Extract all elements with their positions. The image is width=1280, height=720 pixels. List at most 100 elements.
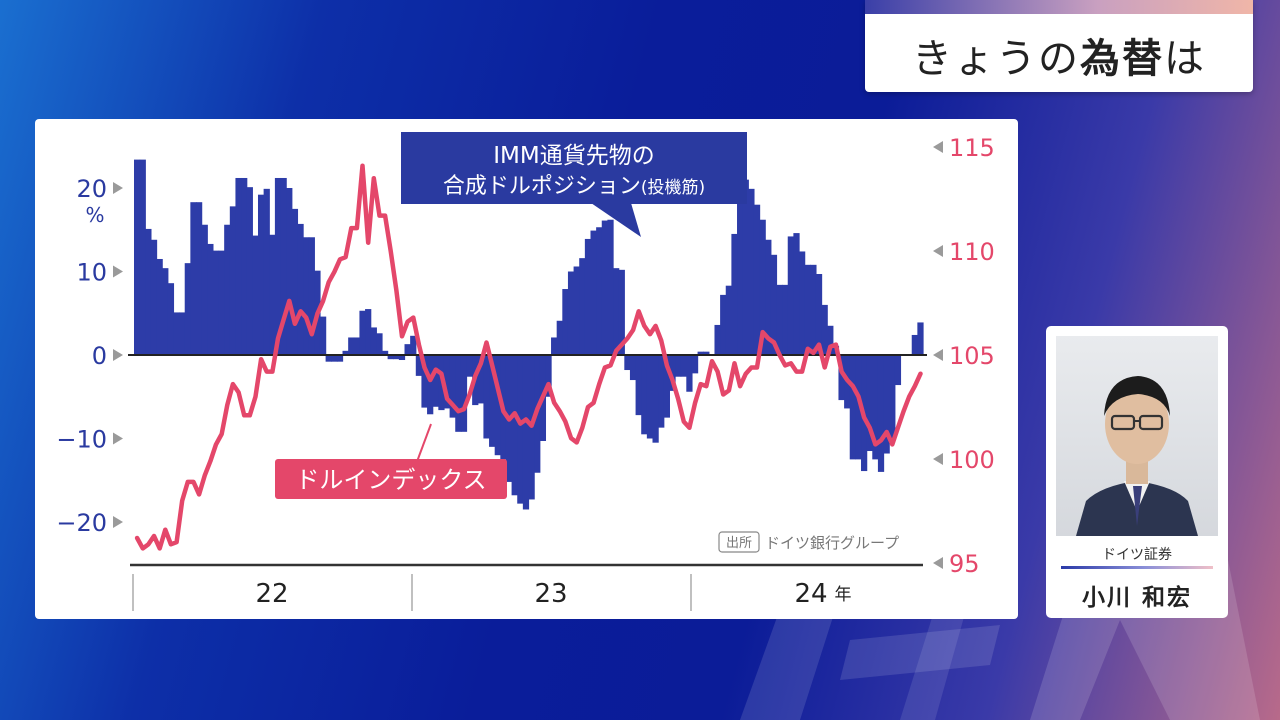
right-tick-marker bbox=[933, 557, 943, 569]
position-bar bbox=[658, 355, 665, 428]
right-tick-marker bbox=[933, 349, 943, 361]
position-bar bbox=[827, 325, 834, 355]
left-tick-marker bbox=[113, 265, 123, 278]
position-bar bbox=[635, 355, 642, 416]
position-bar bbox=[303, 237, 310, 355]
position-bar bbox=[348, 337, 355, 355]
position-bar bbox=[167, 283, 175, 355]
position-bar bbox=[201, 224, 208, 355]
position-bar bbox=[669, 355, 676, 391]
position-bar bbox=[782, 284, 789, 355]
left-axis: 20 10 0 −10 −20 bbox=[56, 175, 123, 537]
position-bar bbox=[410, 335, 417, 355]
position-bar bbox=[545, 355, 552, 397]
position-bar bbox=[567, 271, 575, 355]
position-bar bbox=[319, 316, 327, 355]
position-bar bbox=[911, 334, 918, 355]
position-bar bbox=[190, 202, 197, 355]
chart-card: 20 10 0 −10 −20 115 110 105 100 95 % 22 23 24 年 … bbox=[35, 119, 1018, 619]
x-label-22: 22 bbox=[255, 579, 288, 609]
imm-callout-pointer bbox=[591, 203, 641, 237]
imm-callout: IMM通貨先物の 合成ドルポジション(投機筋) bbox=[401, 132, 747, 237]
source-badge-box bbox=[718, 531, 760, 553]
position-bar bbox=[184, 263, 191, 355]
source-text: ドイツ銀行グループ bbox=[765, 534, 899, 552]
position-bar bbox=[725, 285, 732, 355]
title-part-1: きょうの bbox=[912, 36, 1080, 82]
dxy-callout-box bbox=[275, 459, 507, 499]
position-bar bbox=[173, 312, 180, 355]
position-bar bbox=[280, 177, 287, 355]
position-bar bbox=[703, 351, 710, 355]
right-tick-marker bbox=[933, 141, 943, 153]
position-bar bbox=[629, 355, 637, 381]
position-bar bbox=[917, 322, 924, 355]
position-bar bbox=[286, 188, 293, 355]
position-bar bbox=[235, 177, 242, 355]
position-bar bbox=[229, 206, 237, 355]
position-bar bbox=[325, 355, 332, 362]
guest-photo bbox=[1056, 336, 1218, 536]
position-bar bbox=[748, 188, 755, 355]
position-bar bbox=[415, 355, 423, 376]
position-bar bbox=[618, 269, 625, 355]
position-bar bbox=[342, 350, 349, 355]
left-tick-label: −10 bbox=[56, 426, 107, 454]
dxy-label: ドルインデックス bbox=[295, 466, 486, 494]
position-bar bbox=[776, 284, 783, 355]
position-bar bbox=[393, 355, 400, 360]
position-bar bbox=[257, 194, 265, 355]
left-tick-marker bbox=[113, 516, 123, 528]
position-bar bbox=[511, 355, 518, 496]
position-bar bbox=[421, 355, 428, 408]
position-bar bbox=[218, 250, 225, 356]
position-bar bbox=[815, 274, 823, 355]
position-bar bbox=[427, 355, 434, 415]
position-bar bbox=[799, 251, 806, 355]
left-tick-marker bbox=[113, 182, 123, 194]
position-bar bbox=[607, 219, 614, 355]
position-bar bbox=[872, 355, 879, 460]
left-tick-marker bbox=[113, 349, 123, 361]
position-bar bbox=[443, 355, 451, 409]
position-bar bbox=[365, 309, 372, 355]
position-bar bbox=[613, 268, 620, 355]
position-bar bbox=[675, 355, 682, 377]
x-label-24: 24 bbox=[794, 579, 827, 609]
left-tick-label: −20 bbox=[56, 509, 107, 537]
position-bar bbox=[336, 355, 344, 362]
position-bar bbox=[765, 239, 772, 355]
position-bar bbox=[579, 258, 586, 355]
left-tick-label: 0 bbox=[92, 342, 107, 370]
position-bar bbox=[731, 233, 738, 355]
position-bar bbox=[770, 254, 778, 355]
position-bar bbox=[398, 355, 406, 361]
position-bar bbox=[810, 264, 817, 355]
position-bar bbox=[269, 234, 276, 355]
position-bar bbox=[145, 228, 152, 355]
position-bar bbox=[624, 355, 631, 371]
position-bar bbox=[646, 355, 654, 439]
position-bar bbox=[838, 355, 845, 401]
position-bar bbox=[522, 355, 530, 510]
right-tick-label: 115 bbox=[949, 134, 995, 162]
right-tick-label: 100 bbox=[949, 446, 995, 474]
left-tick-marker bbox=[113, 432, 123, 445]
position-bar bbox=[753, 204, 761, 355]
position-bar bbox=[381, 350, 389, 355]
position-bar bbox=[246, 187, 253, 355]
right-tick-marker bbox=[933, 245, 943, 257]
guest-card: ドイツ証券 小川 和宏 bbox=[1046, 326, 1228, 618]
position-bar bbox=[551, 337, 558, 355]
position-bar bbox=[150, 239, 158, 355]
position-bar bbox=[297, 223, 304, 355]
position-bar bbox=[207, 243, 214, 355]
position-bar bbox=[156, 258, 163, 355]
position-bar bbox=[432, 355, 439, 407]
right-tick-label: 105 bbox=[949, 342, 995, 370]
position-bar bbox=[573, 266, 580, 355]
position-bar bbox=[517, 355, 524, 504]
right-tick-label: 110 bbox=[949, 238, 995, 266]
position-bar bbox=[494, 355, 501, 456]
